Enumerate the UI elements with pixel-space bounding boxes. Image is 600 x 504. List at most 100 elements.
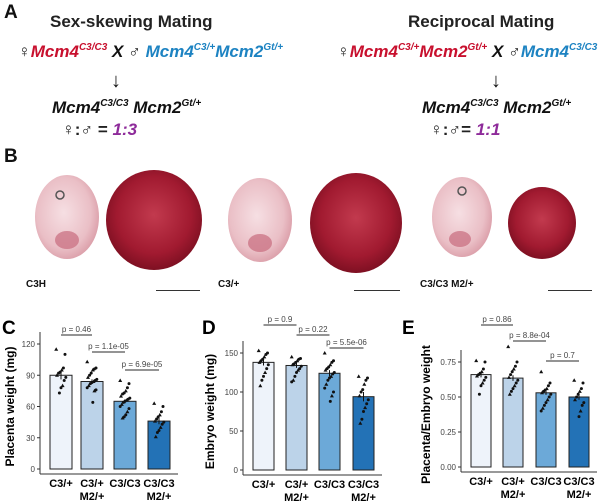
data-point	[361, 388, 365, 392]
data-point	[512, 383, 517, 388]
data-point	[579, 387, 583, 391]
p-value-label: p = 5.5e-06	[326, 338, 367, 347]
photo-c3h: C3H	[22, 165, 208, 300]
p-value-label: p = 6.9e-05	[122, 360, 163, 369]
y-tick-label: 0	[31, 465, 36, 474]
photo-label: C3/C3 M2/+	[420, 279, 474, 290]
data-point	[89, 371, 93, 375]
data-point	[366, 398, 370, 402]
ratio-value: 1:3	[112, 120, 138, 139]
data-point	[573, 397, 577, 402]
data-point	[581, 381, 585, 385]
data-point	[266, 363, 270, 367]
down-arrow-icon: ↓	[491, 70, 501, 92]
data-point	[325, 367, 329, 371]
data-point	[60, 383, 65, 388]
data-point	[572, 378, 577, 382]
data-point	[323, 386, 327, 390]
data-point	[57, 371, 61, 375]
data-point	[64, 375, 68, 379]
data-point	[119, 402, 124, 406]
p-value-label: p = 0.86	[482, 315, 512, 324]
data-point	[540, 406, 545, 410]
data-point	[356, 374, 361, 378]
data-point	[159, 410, 163, 414]
data-point	[547, 395, 551, 399]
ratio-label: ♀:♂ =	[62, 120, 108, 139]
gene-mcm4: Mcm4C3/+	[349, 42, 420, 61]
bar	[502, 377, 524, 468]
embryo-placenta-image	[228, 173, 402, 273]
data-point	[328, 376, 331, 380]
ratio-label: ♀:♂=	[430, 120, 472, 139]
x-tick-label: C3/+	[469, 476, 493, 488]
bar	[352, 396, 375, 471]
data-point	[160, 422, 164, 426]
data-point	[513, 364, 517, 368]
sex-ratio: ♀:♂= 1:1	[430, 120, 500, 140]
offspring-genotype: Mcm4C3/C3 Mcm2Gt/+	[52, 98, 201, 118]
embryo	[432, 177, 492, 257]
data-point	[331, 372, 335, 376]
data-point	[157, 412, 162, 417]
data-point	[479, 384, 483, 388]
female-genotype: Mcm4C3/C3	[31, 42, 108, 61]
data-point	[364, 378, 368, 382]
data-point	[539, 369, 544, 374]
data-point	[119, 394, 123, 398]
panel-label: D	[202, 318, 216, 339]
data-point	[86, 375, 90, 379]
data-point	[540, 390, 544, 395]
x-tick-label: C3/+	[501, 476, 525, 488]
data-point	[548, 381, 552, 385]
data-point	[162, 420, 166, 424]
right-cross: ♀Mcm4C3/+Mcm2Gt/+ X ♂Mcm4C3/C3	[337, 42, 597, 62]
gene-mcm2: Mcm2Gt/+	[419, 42, 488, 61]
data-point	[88, 373, 92, 377]
gene-mcm2: Mcm2Gt/+	[128, 98, 202, 117]
data-point	[509, 389, 513, 393]
photo-c3c3-m2: C3/C3 M2/+	[416, 165, 600, 300]
data-point	[152, 401, 157, 405]
data-point	[121, 400, 125, 404]
p-value-label: p = 0.22	[298, 325, 328, 334]
embryo	[228, 178, 292, 262]
data-point	[259, 359, 263, 363]
data-point	[289, 354, 294, 359]
y-axis-label: Embryo weight (mg)	[203, 354, 217, 469]
scale-bar	[354, 290, 400, 291]
x-tick-label: C3/+	[80, 478, 104, 490]
data-point	[549, 392, 553, 396]
data-point	[507, 375, 511, 379]
bar	[568, 396, 590, 468]
data-point	[480, 381, 485, 385]
data-point	[359, 390, 363, 394]
x-tick-label: C3/C3	[314, 479, 345, 491]
data-point	[477, 373, 481, 377]
panel-label: C	[2, 318, 16, 339]
data-point	[474, 358, 479, 363]
data-point	[542, 403, 546, 407]
data-point	[296, 368, 301, 372]
y-tick-label: 50	[229, 427, 238, 436]
data-point	[290, 362, 295, 367]
data-point	[61, 366, 65, 370]
x-tick-label: C3/C3	[563, 476, 594, 488]
data-point	[54, 347, 59, 351]
y-tick-label: 0.25	[440, 428, 456, 437]
reciprocal-title: Reciprocal Mating	[408, 12, 555, 31]
embryo-placenta-image	[432, 177, 576, 259]
placenta	[508, 187, 576, 259]
data-point	[118, 405, 122, 408]
data-point	[546, 384, 550, 388]
p-value-label: p = 1.1e-05	[88, 342, 129, 351]
sex-ratio: ♀:♂ = 1:3	[62, 120, 137, 140]
x-tick-label: M2/+	[567, 489, 592, 501]
bar	[470, 374, 492, 468]
y-tick-label: 0	[234, 466, 239, 475]
y-tick-label: 90	[26, 371, 35, 380]
data-point	[256, 348, 261, 353]
data-point	[161, 405, 165, 408]
